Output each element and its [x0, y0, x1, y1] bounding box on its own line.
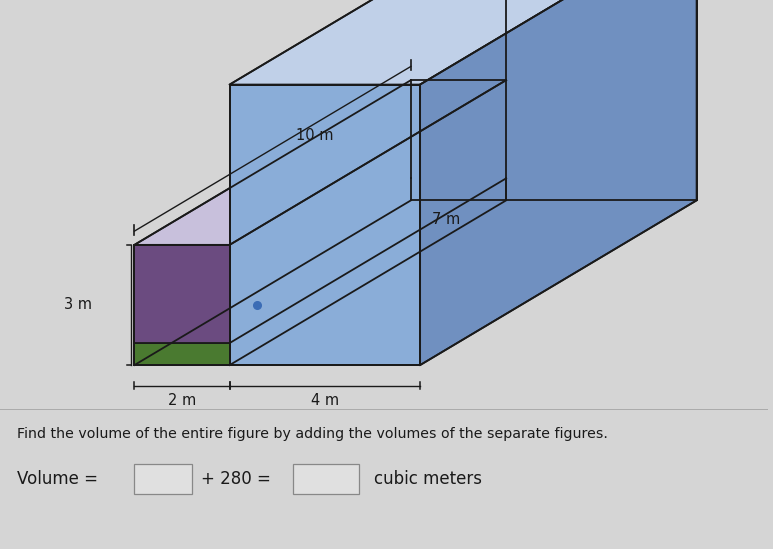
Polygon shape [420, 0, 696, 365]
Polygon shape [135, 245, 230, 343]
Text: Volume =: Volume = [17, 470, 98, 488]
Text: 10 m: 10 m [296, 128, 333, 143]
FancyBboxPatch shape [294, 463, 359, 494]
Polygon shape [411, 178, 506, 200]
Polygon shape [135, 80, 506, 245]
Text: + 280 =: + 280 = [201, 470, 271, 488]
FancyBboxPatch shape [135, 463, 192, 494]
Text: cubic meters: cubic meters [374, 470, 482, 488]
Text: 4 m: 4 m [311, 393, 339, 407]
Polygon shape [230, 0, 696, 85]
Polygon shape [230, 85, 420, 365]
Text: 3 m: 3 m [64, 298, 92, 312]
Text: 7 m: 7 m [431, 212, 460, 227]
Polygon shape [135, 343, 230, 365]
Text: Find the volume of the entire figure by adding the volumes of the separate figur: Find the volume of the entire figure by … [17, 427, 608, 441]
Polygon shape [135, 200, 506, 365]
Polygon shape [506, 0, 696, 200]
Polygon shape [135, 178, 506, 343]
Text: 2 m: 2 m [168, 393, 196, 407]
Polygon shape [411, 80, 506, 178]
